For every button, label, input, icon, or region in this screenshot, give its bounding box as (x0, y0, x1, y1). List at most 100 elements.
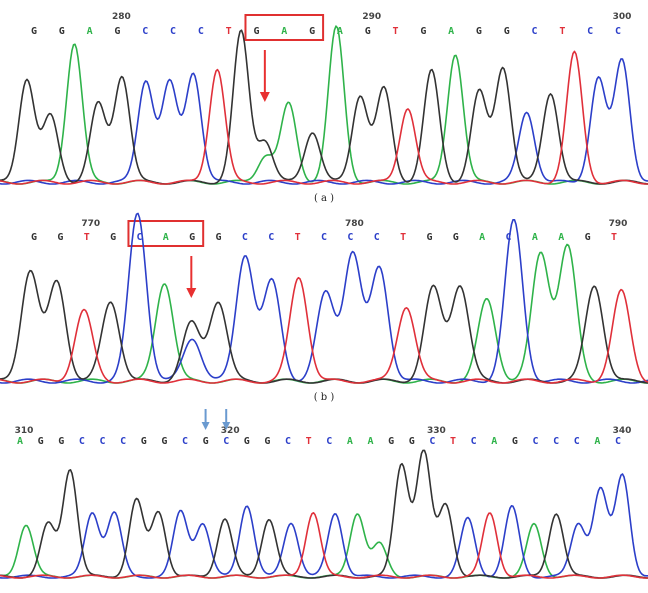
base-letter: A (558, 232, 564, 243)
base-letter: C (532, 26, 538, 37)
base-letter: A (491, 436, 497, 447)
blue-marker-arrow-head (222, 422, 231, 430)
base-letter: C (553, 436, 559, 447)
base-letter: C (506, 232, 512, 243)
trace-G (0, 269, 648, 384)
base-letter: A (347, 436, 353, 447)
base-letter: A (163, 232, 169, 243)
chromatogram-b: G G T G C A G G C C T C C C T G G A C A A G T 770 780 790 (0, 208, 648, 390)
base-letter: G (59, 26, 65, 37)
base-letter: A (448, 26, 454, 37)
base-letter: G (309, 26, 315, 37)
base-letter: C (615, 26, 621, 37)
blue-marker-arrow-head (201, 422, 210, 430)
base-letter: C (285, 436, 291, 447)
tick-label: 290 (362, 12, 381, 22)
base-letter: G (585, 232, 591, 243)
base-letter: C (347, 232, 353, 243)
base-letter: T (393, 26, 399, 37)
tick-label: 280 (112, 12, 131, 22)
mutation-highlight-box (127, 220, 205, 247)
base-letter: A (368, 436, 374, 447)
caption-a: ( a ) (313, 193, 335, 204)
base-letter: C (242, 232, 248, 243)
base-letter: G (216, 232, 222, 243)
chromatogram-a: G G A G C C C T G A G A G T G A G G C T C C 280 290 300 (0, 0, 648, 190)
base-letter: C (79, 436, 85, 447)
mutation-arrow-head (186, 288, 197, 298)
base-letter: C (533, 436, 539, 447)
trace-A (0, 243, 648, 384)
tick-label: 300 (613, 12, 632, 22)
base-letter: G (31, 26, 37, 37)
base-letter: A (479, 232, 485, 243)
base-letter: C (198, 26, 204, 37)
trace-group (0, 212, 648, 384)
chromatogram-c: A G G C C C G G C G C G G C T C A A G G C T C A G C C C A C 310 320 330 3… (0, 406, 648, 593)
base-letter: A (532, 232, 538, 243)
base-letter: C (223, 436, 229, 447)
base-letter: A (281, 26, 287, 37)
base-letter: G (38, 436, 44, 447)
base-letter: G (512, 436, 518, 447)
base-letter: G (453, 232, 459, 243)
base-letter: G (409, 436, 415, 447)
base-letter: C (170, 26, 176, 37)
base-letter: T (84, 232, 90, 243)
trace-T (0, 512, 648, 579)
base-letter: G (244, 436, 250, 447)
trace-group (0, 25, 648, 185)
mutation-highlight-box (244, 14, 325, 41)
base-letter: C (120, 436, 126, 447)
base-letter: G (365, 26, 371, 37)
base-letter: T (400, 232, 406, 243)
mutation-arrow-head (259, 92, 270, 102)
tick-label: 320 (221, 426, 240, 436)
base-letter: T (306, 436, 312, 447)
base-letter: A (337, 26, 343, 37)
base-letter: G (388, 436, 394, 447)
base-letter: G (203, 436, 209, 447)
tick-label: 790 (609, 219, 628, 229)
base-letter: C (471, 436, 477, 447)
base-letter: G (264, 436, 270, 447)
base-letter: T (450, 436, 456, 447)
base-letter: G (426, 232, 432, 243)
base-letter: G (420, 26, 426, 37)
base-letter: C (182, 436, 188, 447)
base-letter: A (87, 26, 93, 37)
base-letter: G (31, 232, 37, 243)
base-letter: T (295, 232, 301, 243)
base-letter: G (110, 232, 116, 243)
base-letter: C (429, 436, 435, 447)
base-letter: G (161, 436, 167, 447)
base-letter: G (114, 26, 120, 37)
base-letter: C (136, 232, 142, 243)
base-letter: G (504, 26, 510, 37)
base-letter: G (57, 232, 63, 243)
base-letter: T (611, 232, 617, 243)
trace-A (0, 25, 648, 185)
tick-label: 780 (345, 219, 364, 229)
base-letter: C (326, 436, 332, 447)
base-letter: G (189, 232, 195, 243)
base-letter: T (226, 26, 232, 37)
base-letter: G (476, 26, 482, 37)
base-letter: C (615, 436, 621, 447)
base-letter: G (253, 26, 259, 37)
tick-label: 330 (427, 426, 446, 436)
chromatogram-c-svg: A G G C C C G G C G C G G C T C A A G G C T C A G C C C A C 310 320 330 3… (0, 409, 648, 579)
base-letter: A (17, 436, 23, 447)
base-letter: C (374, 232, 380, 243)
tick-label: 340 (613, 426, 632, 436)
chromatogram-a-svg: G G A G C C C T G A G A G T G A G G C T C C 280 290 300 (0, 12, 648, 185)
base-letter: G (58, 436, 64, 447)
chromatogram-b-svg: G G T G C A G G C C T C C C T G G A C A A G T 770 780 790 (0, 212, 648, 384)
trace-G (0, 29, 648, 185)
trace-T (0, 276, 648, 384)
base-letter: C (99, 436, 105, 447)
base-letter: C (142, 26, 148, 37)
base-letter: C (574, 436, 580, 447)
tick-label: 310 (15, 426, 34, 436)
trace-group (0, 449, 648, 579)
